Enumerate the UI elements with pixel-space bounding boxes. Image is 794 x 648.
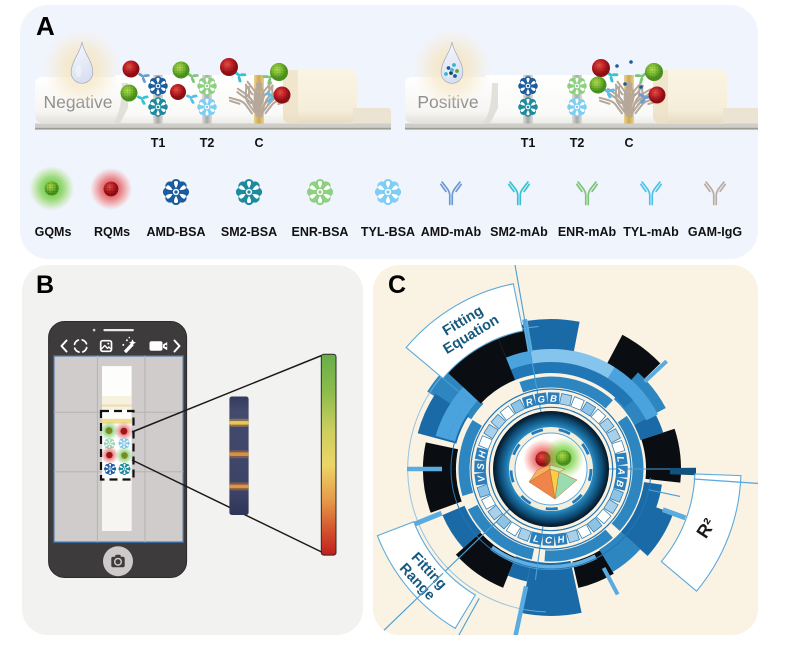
svg-text:S: S xyxy=(476,463,487,470)
svg-text:ENR-BSA: ENR-BSA xyxy=(292,225,349,239)
svg-text:H: H xyxy=(477,449,489,459)
svg-text:A: A xyxy=(615,467,626,475)
svg-text:T1: T1 xyxy=(151,136,166,150)
svg-text:GAM-IgG: GAM-IgG xyxy=(688,225,742,239)
svg-text:SM2-mAb: SM2-mAb xyxy=(490,225,548,239)
svg-text:T2: T2 xyxy=(200,136,215,150)
svg-text:C: C xyxy=(624,136,633,150)
svg-text:L: L xyxy=(614,456,626,463)
svg-text:AMD-mAb: AMD-mAb xyxy=(421,225,482,239)
svg-text:SM2-BSA: SM2-BSA xyxy=(221,225,277,239)
svg-text:C: C xyxy=(545,535,552,546)
svg-text:G: G xyxy=(537,394,546,406)
svg-text:B: B xyxy=(550,394,557,405)
svg-text:V: V xyxy=(476,474,488,482)
svg-text:ENR-mAb: ENR-mAb xyxy=(558,225,617,239)
svg-text:C: C xyxy=(254,136,263,150)
svg-text:T1: T1 xyxy=(521,136,536,150)
svg-text:TYL-BSA: TYL-BSA xyxy=(361,225,415,239)
svg-text:TYL-mAb: TYL-mAb xyxy=(623,225,679,239)
svg-text:R: R xyxy=(524,396,534,409)
svg-text:L: L xyxy=(532,533,540,545)
svg-text:GQMs: GQMs xyxy=(35,225,72,239)
svg-text:H: H xyxy=(557,534,566,546)
svg-text:AMD-BSA: AMD-BSA xyxy=(146,225,205,239)
svg-text:T2: T2 xyxy=(570,136,585,150)
svg-text:RQMs: RQMs xyxy=(94,225,130,239)
svg-text:B: B xyxy=(613,479,625,488)
